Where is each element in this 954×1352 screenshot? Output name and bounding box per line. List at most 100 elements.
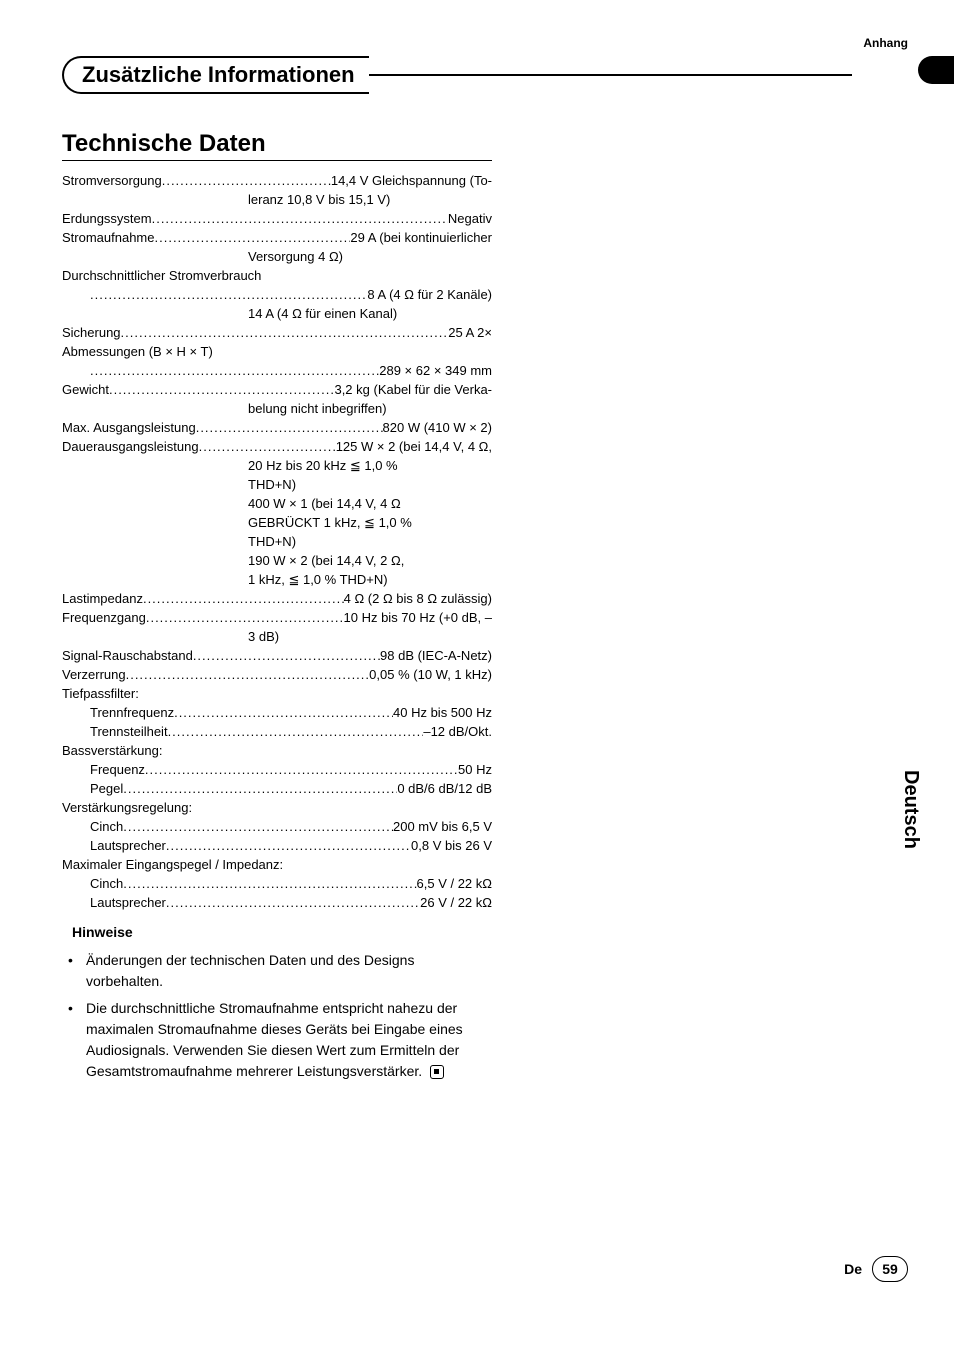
spec-label: Dauerausgangsleistung xyxy=(62,437,199,456)
spec-label: Verzerrung xyxy=(62,665,126,684)
spec-row: Erdungssystem ..........................… xyxy=(62,209,492,228)
spec-row: Verzerrung .............................… xyxy=(62,665,492,684)
leader-dots: ........................................… xyxy=(155,228,351,247)
spec-continuation: 400 W × 1 (bei 14,4 V, 4 Ω xyxy=(62,494,492,513)
spec-label: Trennfrequenz xyxy=(90,703,174,722)
spec-label: Frequenz xyxy=(90,760,145,779)
notes-title: Hinweise xyxy=(72,924,492,940)
leader-dots: ........................................… xyxy=(90,285,367,304)
spec-value: 98 dB (IEC-A-Netz) xyxy=(380,646,492,665)
spec-continuation: 14 A (4 Ω für einen Kanal) xyxy=(62,304,492,323)
spec-value: 200 mV bis 6,5 V xyxy=(393,817,492,836)
page-footer: De 59 xyxy=(844,1256,908,1282)
spec-value: 820 W (410 W × 2) xyxy=(383,418,492,437)
spec-value: 6,5 V / 22 kΩ xyxy=(417,874,492,893)
spec-label: Stromversorgung xyxy=(62,171,162,190)
spec-row: Frequenzgang ...........................… xyxy=(62,608,492,627)
spec-continuation: GEBRÜCKT 1 kHz, ≦ 1,0 % xyxy=(62,513,492,532)
spec-continuation: leranz 10,8 V bis 15,1 V) xyxy=(62,190,492,209)
spec-row: ........................................… xyxy=(62,285,492,304)
leader-dots: ........................................… xyxy=(90,361,379,380)
spec-value: 125 W × 2 (bei 14,4 V, 4 Ω, xyxy=(336,437,492,456)
note-item: •Die durchschnittliche Stromaufnahme ent… xyxy=(68,998,486,1082)
spec-label: Cinch xyxy=(90,817,123,836)
spec-row: Stromaufnahme ..........................… xyxy=(62,228,492,247)
spec-value: 8 A (4 Ω für 2 Kanäle) xyxy=(367,285,492,304)
spec-continuation: belung nicht inbegriffen) xyxy=(62,399,492,418)
spec-continuation: THD+N) xyxy=(62,475,492,494)
footer-lang: De xyxy=(844,1261,862,1277)
language-tab: Deutsch xyxy=(899,770,922,849)
spec-label: Pegel xyxy=(90,779,123,798)
leader-dots: ........................................… xyxy=(162,171,331,190)
leader-dots: ........................................… xyxy=(145,760,458,779)
spec-value: 14,4 V Gleichspannung (To- xyxy=(331,171,492,190)
spec-label: Lautsprecher xyxy=(90,836,166,855)
spec-value: 25 A 2× xyxy=(448,323,492,342)
section-label: Anhang xyxy=(863,36,908,50)
spec-continuation: THD+N) xyxy=(62,532,492,551)
spec-value: 40 Hz bis 500 Hz xyxy=(393,703,492,722)
spec-continuation: 3 dB) xyxy=(62,627,492,646)
spec-label: Trennsteilheit xyxy=(90,722,168,741)
spec-heading: Tiefpassfilter: xyxy=(62,684,492,703)
spec-heading: Bassverstärkung: xyxy=(62,741,492,760)
spec-row: Cinch ..................................… xyxy=(62,817,492,836)
spec-label: Stromaufnahme xyxy=(62,228,155,247)
spec-list: Stromversorgung ........................… xyxy=(62,171,492,912)
leader-dots: ........................................… xyxy=(199,437,336,456)
spec-heading: Abmessungen (B × H × T) xyxy=(62,342,492,361)
spec-value: 0,05 % (10 W, 1 kHz) xyxy=(369,665,492,684)
leader-dots: ........................................… xyxy=(109,380,335,399)
leader-dots: ........................................… xyxy=(168,722,424,741)
notes-list: •Änderungen der technischen Daten und de… xyxy=(62,950,492,1082)
bullet-icon: • xyxy=(68,998,86,1082)
spec-label: Sicherung xyxy=(62,323,121,342)
leader-dots: ........................................… xyxy=(174,703,393,722)
spec-row: Trennfrequenz ..........................… xyxy=(62,703,492,722)
spec-heading: Maximaler Eingangspegel / Impedanz: xyxy=(62,855,492,874)
spec-label: Erdungssystem xyxy=(62,209,152,228)
spec-value: 29 A (bei kontinuierlicher xyxy=(350,228,492,247)
leader-dots: ........................................… xyxy=(196,418,383,437)
spec-value: –12 dB/Okt. xyxy=(423,722,492,741)
spec-value: Negativ xyxy=(448,209,492,228)
spec-label: Max. Ausgangsleistung xyxy=(62,418,196,437)
spec-row: ........................................… xyxy=(62,361,492,380)
leader-dots: ........................................… xyxy=(193,646,380,665)
spec-continuation: 1 kHz, ≦ 1,0 % THD+N) xyxy=(62,570,492,589)
spec-label: Cinch xyxy=(90,874,123,893)
leader-dots: ........................................… xyxy=(121,323,449,342)
spec-continuation: 190 W × 2 (bei 14,4 V, 2 Ω, xyxy=(62,551,492,570)
spec-heading: Durchschnittlicher Stromverbrauch xyxy=(62,266,492,285)
spec-continuation: Versorgung 4 Ω) xyxy=(62,247,492,266)
spec-row: Stromversorgung ........................… xyxy=(62,171,492,190)
spec-value: 50 Hz xyxy=(458,760,492,779)
spec-value: 289 × 62 × 349 mm xyxy=(379,361,492,380)
spec-row: Pegel ..................................… xyxy=(62,779,492,798)
spec-label: Frequenzgang xyxy=(62,608,146,627)
spec-label: Lautsprecher xyxy=(90,893,166,912)
spec-value: 4 Ω (2 Ω bis 8 Ω zulässig) xyxy=(344,589,492,608)
spec-row: Max. Ausgangsleistung ..................… xyxy=(62,418,492,437)
spec-row: Sicherung ..............................… xyxy=(62,323,492,342)
pill-title: Zusätzliche Informationen xyxy=(62,56,369,94)
leader-dots: ........................................… xyxy=(123,817,393,836)
section-title: Technische Daten xyxy=(62,130,492,161)
spec-label: Lastimpedanz xyxy=(62,589,143,608)
spec-value: 0,8 V bis 26 V xyxy=(411,836,492,855)
leader-dots: ........................................… xyxy=(123,874,416,893)
leader-dots: ........................................… xyxy=(166,893,420,912)
leader-dots: ........................................… xyxy=(166,836,411,855)
leader-dots: ........................................… xyxy=(152,209,448,228)
pill-rule xyxy=(369,74,852,76)
bullet-icon: • xyxy=(68,950,86,992)
spec-row: Lautsprecher ...........................… xyxy=(62,836,492,855)
leader-dots: ........................................… xyxy=(143,589,344,608)
spec-row: Cinch ..................................… xyxy=(62,874,492,893)
page-number: 59 xyxy=(872,1256,908,1282)
spec-row: Gewicht ................................… xyxy=(62,380,492,399)
spec-value: 3,2 kg (Kabel für die Verka- xyxy=(334,380,492,399)
spec-continuation: 20 Hz bis 20 kHz ≦ 1,0 % xyxy=(62,456,492,475)
spec-label: Gewicht xyxy=(62,380,109,399)
